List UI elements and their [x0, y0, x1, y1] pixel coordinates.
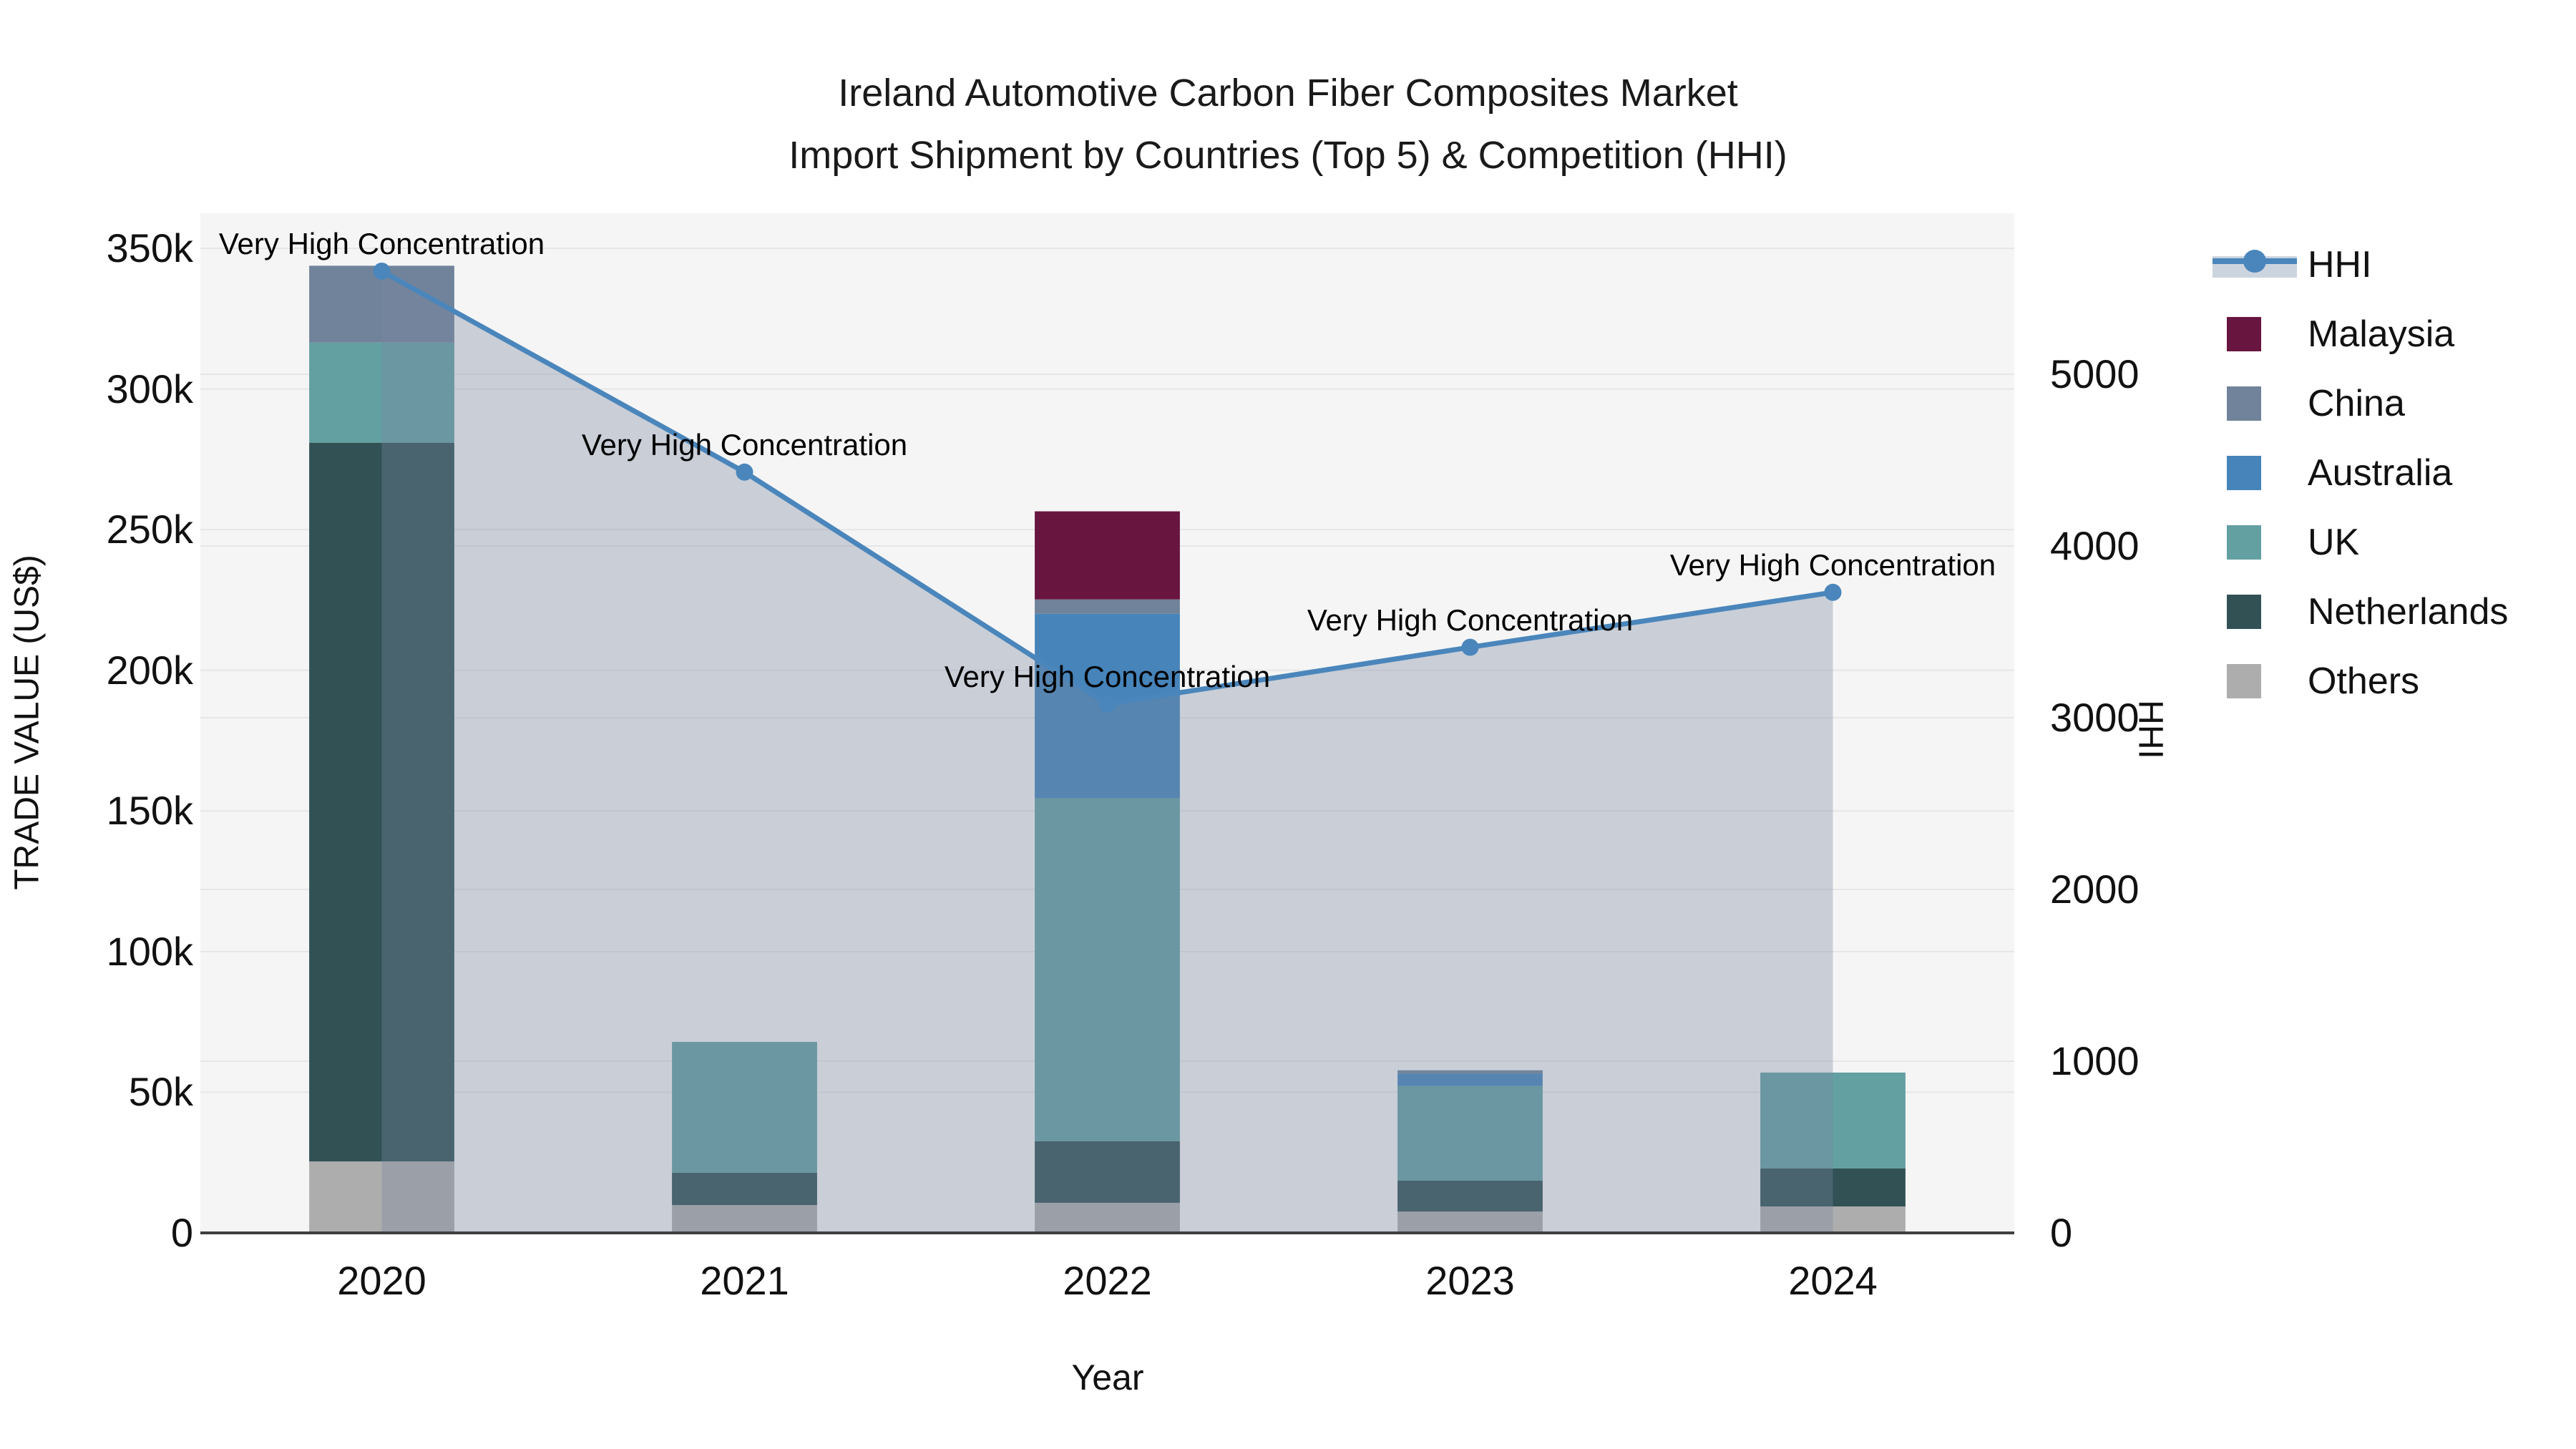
y-right-tick-label: 4000 — [2050, 523, 2140, 568]
y-right-tick-label: 3000 — [2050, 695, 2140, 740]
legend-item-netherlands[interactable]: Netherlands — [2212, 577, 2570, 646]
bar-segment-uk-2021[interactable] — [672, 1042, 817, 1173]
y-right-tick-label: 2000 — [2050, 867, 2140, 912]
legend-swatch-others — [2227, 663, 2261, 698]
bar-segment-netherlands-2021[interactable] — [672, 1172, 817, 1206]
y-left-tick-label: 350k — [106, 225, 193, 270]
y-left-tick-label: 250k — [106, 507, 193, 552]
x-axis-title: Year — [1071, 1357, 1144, 1397]
legend-swatch-malaysia — [2227, 316, 2261, 351]
bar-segment-australia-2023[interactable] — [1397, 1073, 1543, 1086]
annotation-2024: Very High Concentration — [1669, 547, 1996, 582]
y-right-tick-label: 1000 — [2050, 1038, 2140, 1083]
annotation-2022: Very High Concentration — [944, 659, 1271, 693]
bar-segment-uk-2024[interactable] — [1760, 1072, 1906, 1169]
y-left-tick-label: 0 — [170, 1210, 193, 1255]
y-left-tick-label: 50k — [128, 1069, 193, 1115]
legend-swatch-netherlands — [2227, 594, 2261, 629]
y-left-tick-label: 300k — [106, 366, 193, 411]
bar-segment-netherlands-2022[interactable] — [1035, 1141, 1180, 1203]
legend-label: Netherlands — [2308, 590, 2509, 633]
bar-segment-others-2023[interactable] — [1397, 1211, 1543, 1233]
legend-swatch-china — [2227, 386, 2261, 421]
legend-item-hhi[interactable]: HHI — [2212, 230, 2570, 299]
bar-segment-netherlands-2023[interactable] — [1397, 1180, 1543, 1212]
bar-segment-others-2020[interactable] — [309, 1161, 454, 1233]
bar-segment-china-2022[interactable] — [1035, 599, 1180, 614]
x-tick-label-2022: 2022 — [1063, 1258, 1152, 1303]
y-axis-title: TRADE VALUE (US$) — [8, 555, 47, 890]
legend-label: UK — [2308, 521, 2360, 563]
bar-segment-netherlands-2020[interactable] — [309, 442, 454, 1162]
legend-label: Others — [2308, 660, 2420, 702]
bar-segment-others-2021[interactable] — [672, 1205, 817, 1233]
y-left-tick-label: 150k — [106, 788, 193, 834]
legend-swatch-australia — [2227, 455, 2261, 490]
legend-label: Malaysia — [2308, 313, 2455, 355]
legend-item-others[interactable]: Others — [2212, 646, 2570, 716]
bar-segment-others-2024[interactable] — [1760, 1206, 1906, 1233]
x-tick-label-2020: 2020 — [337, 1258, 426, 1303]
bar-segment-others-2022[interactable] — [1035, 1202, 1180, 1233]
bar-segment-malaysia-2022[interactable] — [1035, 511, 1180, 600]
hhi-marker-2021[interactable] — [736, 463, 753, 481]
legend-item-china[interactable]: China — [2212, 369, 2570, 438]
y-right-tick-label: 5000 — [2050, 351, 2140, 396]
bar-segment-uk-2020[interactable] — [309, 342, 454, 443]
y-right-tick-label: 0 — [2050, 1210, 2073, 1255]
legend-item-malaysia[interactable]: Malaysia — [2212, 299, 2570, 369]
hhi-area-fill — [381, 271, 1833, 1233]
legend-swatch-uk — [2227, 525, 2261, 560]
bar-segment-uk-2023[interactable] — [1397, 1085, 1543, 1181]
hhi-marker-swatch — [2243, 249, 2266, 273]
legend-item-uk[interactable]: UK — [2212, 507, 2570, 577]
hhi-marker-2022[interactable] — [1098, 695, 1116, 713]
annotation-2023: Very High Concentration — [1307, 602, 1634, 637]
annotation-2020: Very High Concentration — [218, 227, 545, 260]
bar-segment-netherlands-2024[interactable] — [1760, 1168, 1906, 1207]
legend-label: HHI — [2308, 243, 2372, 286]
annotation-2021: Very High Concentration — [581, 427, 908, 462]
y-left-tick-label: 200k — [106, 647, 193, 693]
bar-segment-china-2023[interactable] — [1397, 1070, 1543, 1074]
legend: HHI Malaysia China Australia UK Netherlands Ot… — [2212, 230, 2570, 716]
y-left-tick-label: 100k — [106, 928, 193, 974]
x-tick-label-2024: 2024 — [1788, 1258, 1878, 1303]
hhi-marker-2023[interactable] — [1461, 638, 1479, 656]
bar-segment-uk-2022[interactable] — [1035, 798, 1180, 1141]
legend-item-australia[interactable]: Australia — [2212, 438, 2570, 507]
hhi-marker-2020[interactable] — [373, 263, 391, 280]
x-tick-label-2021: 2021 — [700, 1258, 789, 1303]
legend-label: Australia — [2308, 452, 2453, 494]
hhi-marker-2024[interactable] — [1824, 583, 1842, 601]
x-tick-label-2023: 2023 — [1425, 1258, 1515, 1303]
hhi-line-icon — [2212, 248, 2297, 282]
chart-title-line1: Ireland Automotive Carbon Fiber Composit… — [838, 72, 1738, 114]
chart-title-line2: Import Shipment by Countries (Top 5) & C… — [789, 134, 1787, 177]
legend-label: China — [2308, 382, 2405, 424]
